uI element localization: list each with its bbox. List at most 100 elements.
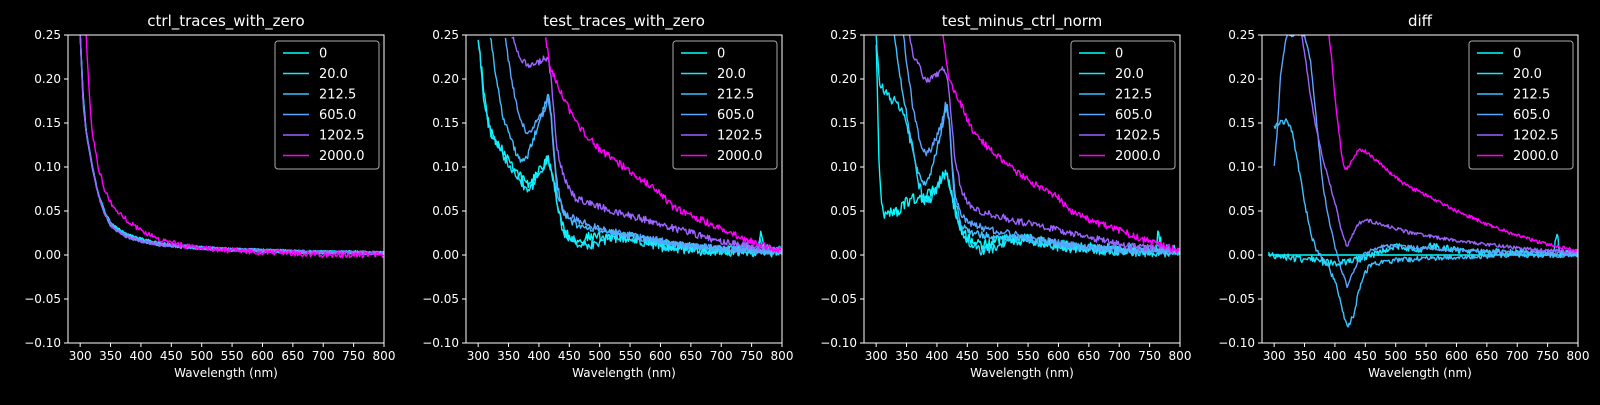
x-tick-label-800: 800: [1567, 349, 1590, 363]
x-tick-label-400: 400: [527, 349, 550, 363]
axes-frame: [67, 34, 385, 344]
x-tick-label-450: 450: [558, 349, 581, 363]
y-tick-label-0.00: 0.00: [1228, 248, 1255, 262]
x-tick-label-750: 750: [1536, 349, 1559, 363]
x-tick-label-500: 500: [588, 349, 611, 363]
legend-label-605.0: 605.0: [1115, 108, 1152, 123]
x-tick-label-600: 600: [251, 349, 274, 363]
x-tick-label-300: 300: [69, 349, 92, 363]
series-line-2000.0: [85, 35, 384, 259]
series-line-2000.0: [942, 35, 1180, 253]
y-tick-label-0.20: 0.20: [830, 72, 857, 86]
x-tick-label-750: 750: [740, 349, 763, 363]
x-tick-label-600: 600: [1445, 349, 1468, 363]
x-tick-label-450: 450: [956, 349, 979, 363]
x-tick-label-800: 800: [771, 349, 794, 363]
y-tick-label-0.15: 0.15: [830, 116, 857, 130]
x-tick-label-350: 350: [895, 349, 918, 363]
y-tick-label-0.05: 0.05: [34, 204, 61, 218]
legend-label-1202.5: 1202.5: [717, 129, 763, 144]
x-tick-label-700: 700: [710, 349, 733, 363]
x-tick-label-700: 700: [1506, 349, 1529, 363]
y-tick-label-0.20: 0.20: [34, 72, 61, 86]
x-axis-label: Wavelength (nm): [174, 366, 278, 380]
legend: 0 20.0 212.5 605.0 1202.5 2000.0: [274, 40, 380, 170]
y-tick-label-−0.10: −0.10: [1218, 336, 1255, 350]
x-tick-label-400: 400: [129, 349, 152, 363]
series-group: [79, 35, 384, 259]
x-axis-label: Wavelength (nm): [970, 366, 1074, 380]
series-line-1202.5: [79, 35, 384, 256]
x-tick-label-650: 650: [281, 349, 304, 363]
x-tick-label-350: 350: [497, 349, 520, 363]
y-tick-label-0.00: 0.00: [432, 248, 459, 262]
series-line-1202.5: [511, 36, 782, 253]
y-tick-label-0.20: 0.20: [1228, 72, 1255, 86]
legend-label-605.0: 605.0: [319, 108, 356, 123]
x-tick-label-700: 700: [1108, 349, 1131, 363]
x-tick-label-600: 600: [649, 349, 672, 363]
legend-label-2000.0: 2000.0: [319, 149, 365, 164]
x-tick-label-500: 500: [986, 349, 1009, 363]
legend: 0 20.0 212.5 605.0 1202.5 2000.0: [1468, 40, 1574, 170]
x-tick-label-450: 450: [160, 349, 183, 363]
y-tick-label-0.25: 0.25: [830, 28, 857, 42]
legend-label-212.5: 212.5: [319, 88, 356, 103]
legend-label-0: 0: [717, 47, 725, 62]
legend-label-20.0: 20.0: [319, 67, 348, 82]
axes-frame: [863, 34, 1181, 344]
x-tick-label-650: 650: [679, 349, 702, 363]
series-line-20.0: [477, 39, 782, 258]
series-group: [1268, 35, 1578, 328]
legend-label-20.0: 20.0: [1115, 67, 1144, 82]
y-tick-label-0.25: 0.25: [432, 28, 459, 42]
x-tick-label-300: 300: [1263, 349, 1286, 363]
x-tick-label-550: 550: [1415, 349, 1438, 363]
y-tick-label-0.05: 0.05: [830, 204, 857, 218]
y-tick-label-0.15: 0.15: [34, 116, 61, 130]
y-tick-label-0.20: 0.20: [432, 72, 459, 86]
y-tick-label-0.00: 0.00: [34, 248, 61, 262]
chart-panel-3: test_minus_ctrl_norm 300 350 400 450 500 550 60…: [820, 12, 1191, 380]
legend-label-1202.5: 1202.5: [1115, 129, 1161, 144]
chart-panel-2: test_traces_with_zero 300 350 400 450 500 550 6…: [422, 12, 793, 380]
series-line-605.0: [1273, 35, 1578, 289]
x-tick-label-550: 550: [619, 349, 642, 363]
y-tick-label-−0.10: −0.10: [820, 336, 857, 350]
chart-title: ctrl_traces_with_zero: [147, 12, 304, 31]
series-line-2000.0: [544, 37, 782, 253]
legend-label-20.0: 20.0: [717, 67, 746, 82]
y-tick-label-0.05: 0.05: [432, 204, 459, 218]
legend-label-605.0: 605.0: [1513, 108, 1550, 123]
series-line-212.5: [1273, 118, 1578, 328]
chart-title: test_traces_with_zero: [543, 12, 705, 31]
series-group: [875, 35, 1180, 258]
y-tick-label-−0.05: −0.05: [24, 292, 61, 306]
legend-label-0: 0: [319, 47, 327, 62]
x-tick-label-600: 600: [1047, 349, 1070, 363]
chart-panel-1: ctrl_traces_with_zero 300 350 400 450 500 550 6…: [24, 12, 395, 380]
legend-label-1202.5: 1202.5: [319, 129, 365, 144]
legend-label-2000.0: 2000.0: [1513, 149, 1559, 164]
y-tick-label-0.00: 0.00: [830, 248, 857, 262]
x-tick-label-650: 650: [1475, 349, 1498, 363]
x-tick-label-350: 350: [99, 349, 122, 363]
legend-label-20.0: 20.0: [1513, 67, 1542, 82]
x-tick-label-550: 550: [221, 349, 244, 363]
x-tick-label-750: 750: [342, 349, 365, 363]
legend-label-0: 0: [1513, 47, 1521, 62]
x-tick-label-400: 400: [925, 349, 948, 363]
chart-title: diff: [1408, 12, 1433, 30]
x-tick-label-450: 450: [1354, 349, 1377, 363]
legend-label-212.5: 212.5: [717, 88, 754, 103]
y-tick-label-0.25: 0.25: [34, 28, 61, 42]
legend-label-0: 0: [1115, 47, 1123, 62]
legend-label-2000.0: 2000.0: [1115, 149, 1161, 164]
y-tick-label-−0.10: −0.10: [422, 336, 459, 350]
x-tick-label-800: 800: [1169, 349, 1192, 363]
y-tick-label-0.25: 0.25: [1228, 28, 1255, 42]
y-tick-label-0.10: 0.10: [1228, 160, 1255, 174]
x-axis-label: Wavelength (nm): [1368, 366, 1472, 380]
